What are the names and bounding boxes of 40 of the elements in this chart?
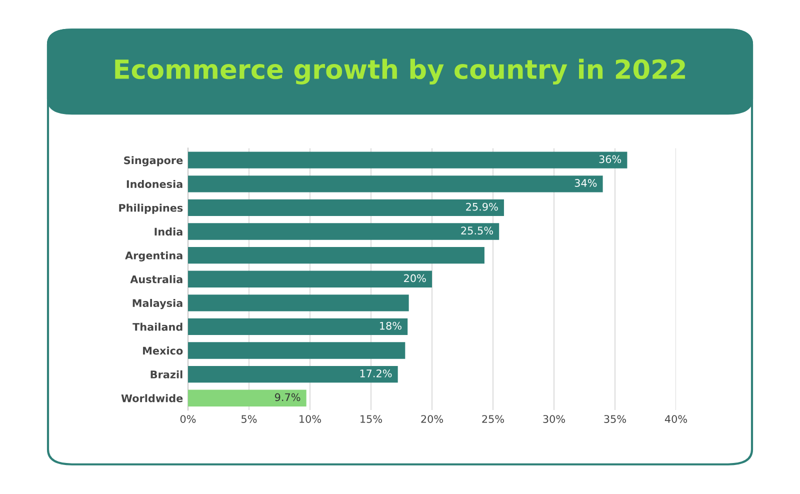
bar	[188, 246, 484, 264]
data-label: 18%	[380, 322, 402, 330]
y-tick-label: India	[154, 228, 182, 236]
x-tick-label: 0%	[180, 415, 196, 423]
bar	[188, 366, 398, 383]
bar	[188, 152, 628, 168]
data-label: 20%	[404, 274, 426, 282]
y-tick-label: Philippines	[119, 204, 183, 214]
bar	[188, 199, 504, 216]
x-tick-label: 5%	[242, 415, 257, 423]
y-tick-label: Singapore	[124, 156, 183, 166]
y-tick-label: Thailand	[132, 322, 182, 331]
x-tick-label: 35%	[604, 415, 626, 423]
y-tick-label: Argentina	[125, 251, 182, 262]
y-tick-label: Australia	[130, 275, 182, 284]
chart-title: Ecommerce growth by country in 2022	[115, 58, 685, 85]
bar	[188, 176, 603, 192]
bar	[188, 270, 432, 288]
data-label: 9.7%	[274, 393, 300, 402]
data-label: 34%	[574, 179, 597, 187]
y-tick-label: Mexico	[143, 346, 183, 355]
x-tick-label: 15%	[360, 415, 382, 423]
x-tick-label: 30%	[543, 415, 565, 423]
bar	[188, 390, 306, 406]
y-tick-label: Indonesia	[126, 180, 182, 188]
x-tick-label: 20%	[421, 415, 443, 423]
y-tick-label: Malaysia	[132, 298, 182, 310]
y-tick-label: Brazil	[150, 370, 182, 378]
bar	[188, 318, 408, 336]
data-label: 17.2%	[360, 369, 392, 378]
x-tick-label: 40%	[664, 415, 687, 423]
x-tick-label: 25%	[482, 415, 504, 423]
data-label: 36%	[599, 155, 622, 164]
x-tick-label: 10%	[300, 415, 321, 423]
y-tick-label: Worldwide	[121, 394, 183, 402]
data-label: 25.9%	[466, 202, 498, 211]
bar	[188, 342, 406, 359]
data-label: 25.5%	[461, 226, 493, 235]
bar	[188, 223, 500, 240]
bar	[188, 294, 409, 312]
